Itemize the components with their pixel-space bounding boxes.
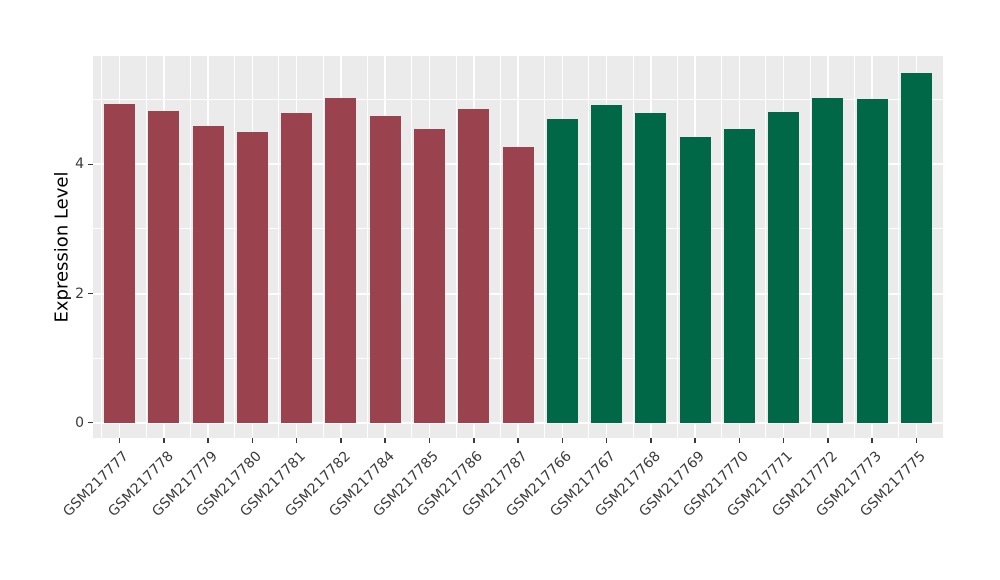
gridline-minor-vertical (322, 56, 324, 438)
bar-GSM217785 (414, 128, 445, 423)
y-tick-mark (88, 292, 93, 295)
gridline-minor-vertical (234, 56, 236, 438)
x-tick-mark (517, 438, 519, 443)
x-tick-mark (118, 438, 121, 443)
plot-panel (93, 56, 943, 438)
x-tick-mark (650, 438, 652, 443)
gridline-minor-vertical (145, 56, 147, 438)
bar-GSM217778 (148, 111, 180, 423)
gridline-minor-vertical (189, 56, 191, 438)
x-tick-mark (782, 438, 785, 443)
gridline-minor-vertical (809, 56, 811, 438)
y-tick-label: 2 (75, 285, 84, 302)
x-tick-mark (340, 438, 342, 443)
y-tick-label: 4 (75, 156, 84, 173)
x-tick-mark (694, 438, 696, 443)
bar-GSM217787 (502, 146, 534, 423)
x-tick-mark (207, 438, 209, 443)
gridline-minor-vertical (721, 56, 723, 438)
gridline-minor-vertical (898, 56, 900, 438)
bar-GSM217781 (281, 112, 313, 423)
gridline-minor-vertical (367, 56, 368, 438)
y-tick-label: 0 (75, 414, 84, 431)
x-tick-mark (428, 438, 431, 443)
x-tick-mark (251, 438, 254, 443)
bar-GSM217777 (104, 103, 136, 423)
gridline-minor-vertical (455, 56, 457, 438)
gridline-minor-vertical (676, 56, 678, 438)
bar-GSM217770 (723, 129, 755, 423)
gridline-minor-vertical (101, 56, 103, 438)
bar-GSM217768 (635, 112, 667, 423)
bar-GSM217786 (458, 108, 490, 423)
gridline-minor-vertical (499, 56, 501, 438)
y-tick-mark (88, 163, 93, 166)
gridline-minor-vertical (544, 56, 546, 438)
x-tick-mark (473, 438, 475, 443)
y-axis-title: Expression Level (51, 171, 73, 323)
gridline-minor-vertical (278, 56, 280, 438)
x-tick-mark (163, 438, 165, 443)
bar-GSM217779 (192, 126, 224, 423)
gridline-minor-vertical (411, 56, 413, 438)
bar-GSM217780 (236, 132, 268, 423)
bar-GSM217767 (591, 104, 622, 423)
bar-GSM217766 (546, 119, 578, 423)
y-tick-mark (88, 421, 93, 424)
x-tick-mark (384, 438, 386, 443)
gridline-minor-vertical (854, 56, 855, 438)
gridline-minor-vertical (765, 56, 767, 438)
bar-GSM217771 (768, 112, 800, 423)
gridline-minor-vertical (632, 56, 634, 438)
x-tick-mark (295, 438, 298, 443)
x-tick-mark (871, 438, 873, 443)
x-tick-mark (605, 438, 608, 443)
gridline-minor-vertical (588, 56, 590, 438)
x-tick-mark (827, 438, 829, 443)
bar-GSM217772 (812, 97, 844, 423)
bar-GSM217784 (369, 115, 401, 423)
bar-GSM217773 (856, 99, 888, 423)
bar-GSM217769 (679, 137, 711, 423)
bar-GSM217782 (325, 98, 357, 423)
x-tick-mark (915, 438, 918, 443)
bar-GSM217775 (900, 73, 932, 423)
x-tick-mark (561, 438, 563, 443)
x-tick-mark (738, 438, 741, 443)
